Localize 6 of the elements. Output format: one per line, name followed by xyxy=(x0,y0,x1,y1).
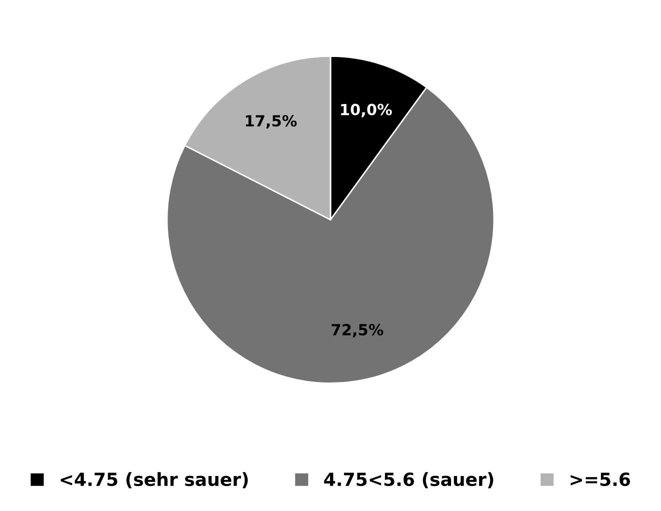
legend-label: >=5.6 xyxy=(570,472,630,486)
legend-label: 4.75<5.6 (sauer) xyxy=(324,472,494,488)
data-label: 10,0% xyxy=(341,104,392,118)
legend-label: <4.75 (sehr sauer) xyxy=(60,472,248,488)
data-label: 17,5% xyxy=(246,115,297,129)
data-label: 72,5% xyxy=(332,324,384,338)
